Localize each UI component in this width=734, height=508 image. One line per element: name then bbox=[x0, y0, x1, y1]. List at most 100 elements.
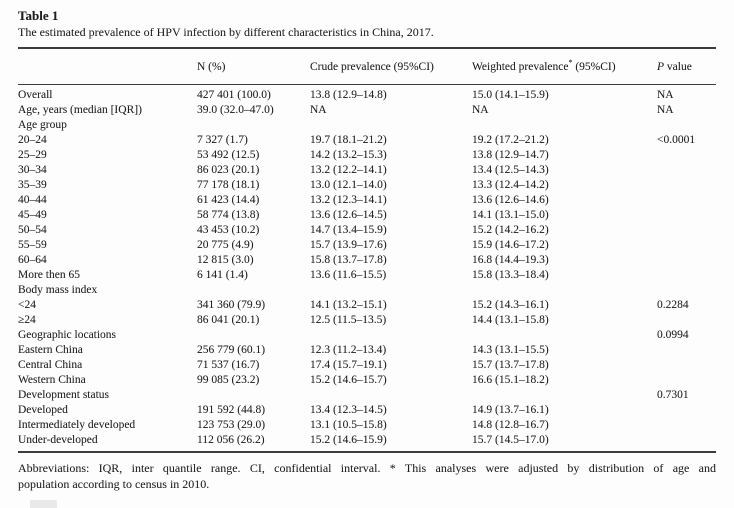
cell-weighted bbox=[472, 328, 657, 343]
cell-crude bbox=[310, 283, 472, 298]
table-row: Under-developed 112 056 (26.2) 15.2 (14.6–… bbox=[18, 433, 716, 452]
cell-label: 45–49 bbox=[18, 209, 47, 221]
cell-weighted: 13.4 (12.5–14.3) bbox=[472, 164, 549, 176]
table-row: 50–54 43 453 (10.2) 14.7 (13.4–15.9) 15.2 (… bbox=[18, 223, 716, 238]
cell-n: 7 327 (1.7) bbox=[197, 134, 248, 146]
cell-n: 427 401 (100.0) bbox=[197, 89, 271, 101]
cell-crude: 13.4 (12.3–14.5) bbox=[310, 404, 387, 416]
cell-label: Central China bbox=[18, 359, 83, 371]
cell-label: 35–39 bbox=[18, 179, 47, 191]
cell-weighted: 13.3 (12.4–14.2) bbox=[472, 179, 549, 191]
cell-label: Intermediately developed bbox=[18, 419, 136, 431]
cell-n bbox=[197, 118, 310, 133]
cell-p: <0.0001 bbox=[657, 134, 696, 146]
cell-label: 30–34 bbox=[18, 164, 47, 176]
cell-p: 0.2284 bbox=[657, 299, 689, 311]
cell-label: 20–24 bbox=[18, 134, 47, 146]
page-corner-artifact bbox=[30, 500, 57, 508]
cell-n bbox=[197, 328, 310, 343]
cell-label: Developed bbox=[18, 404, 68, 416]
cell-n: 39.0 (32.0–47.0) bbox=[197, 104, 274, 116]
cell-weighted: 14.8 (12.8–16.7) bbox=[472, 419, 549, 431]
cell-label: More then 65 bbox=[18, 269, 80, 281]
cell-p bbox=[657, 313, 716, 328]
table-row: 40–44 61 423 (14.4) 13.2 (12.3–14.1) 13.6 (… bbox=[18, 193, 716, 208]
cell-p bbox=[657, 403, 716, 418]
cell-crude: 15.2 (14.6–15.7) bbox=[310, 374, 387, 386]
table-title: Table 1 bbox=[18, 8, 59, 23]
cell-weighted: 13.8 (12.9–14.7) bbox=[472, 149, 549, 161]
header-crude-prevalence: Crude prevalence (95%CI) bbox=[310, 48, 472, 85]
cell-n bbox=[197, 283, 310, 298]
cell-p: 0.7301 bbox=[657, 389, 689, 401]
cell-n: 12 815 (3.0) bbox=[197, 254, 254, 266]
table-row: Intermediately developed 123 753 (29.0) 13… bbox=[18, 418, 716, 433]
table-block: Table 1 The estimated prevalence of HPV … bbox=[18, 8, 716, 492]
cell-label: Development status bbox=[18, 389, 110, 401]
table-row: 55–59 20 775 (4.9) 15.7 (13.9–17.6) 15.9 (1… bbox=[18, 238, 716, 253]
table-row: 60–64 12 815 (3.0) 15.8 (13.7–17.8) 16.8 (1… bbox=[18, 253, 716, 268]
cell-label: Overall bbox=[18, 89, 53, 101]
cell-n: 99 085 (23.2) bbox=[197, 374, 260, 386]
cell-p bbox=[657, 418, 716, 433]
cell-weighted: NA bbox=[472, 104, 489, 116]
cell-label: Geographic locations bbox=[18, 329, 117, 341]
table-row: More then 65 6 141 (1.4) 13.6 (11.6–15.5) 1… bbox=[18, 268, 716, 283]
table-row: 45–49 58 774 (13.8) 13.6 (12.6–14.5) 14.1 (… bbox=[18, 208, 716, 223]
cell-label: 50–54 bbox=[18, 224, 47, 236]
cell-n: 53 492 (12.5) bbox=[197, 149, 260, 161]
cell-n: 256 779 (60.1) bbox=[197, 344, 266, 356]
table-row: Overall 427 401 (100.0) 13.8 (12.9–14.8) 15… bbox=[18, 85, 716, 104]
cell-crude: 14.1 (13.2–15.1) bbox=[310, 299, 387, 311]
table-row: 30–34 86 023 (20.1) 13.2 (12.2–14.1) 13.4 (… bbox=[18, 163, 716, 178]
table-row: 25–29 53 492 (12.5) 14.2 (13.2–15.3) 13.8 (… bbox=[18, 148, 716, 163]
prevalence-table: N (%) Crude prevalence (95%CI) Weighted … bbox=[18, 47, 716, 453]
cell-crude: 17.4 (15.7–19.1) bbox=[310, 359, 387, 371]
cell-crude: 13.8 (12.9–14.8) bbox=[310, 89, 387, 101]
cell-n: 43 453 (10.2) bbox=[197, 224, 260, 236]
header-p-value: P value bbox=[657, 48, 716, 85]
cell-weighted: 14.1 (13.1–15.0) bbox=[472, 209, 549, 221]
cell-p bbox=[657, 433, 716, 452]
cell-crude: 13.2 (12.3–14.1) bbox=[310, 194, 387, 206]
cell-p bbox=[657, 223, 716, 238]
table-footnote: Abbreviations: IQR, inter quantile range… bbox=[18, 461, 716, 492]
table-row: Age, years (median [IQR]) 39.0 (32.0–47.0… bbox=[18, 103, 716, 118]
cell-n: 86 023 (20.1) bbox=[197, 164, 260, 176]
cell-weighted: 14.3 (13.1–15.5) bbox=[472, 344, 549, 356]
cell-label: Body mass index bbox=[18, 284, 98, 296]
cell-crude: 13.0 (12.1–14.0) bbox=[310, 179, 387, 191]
cell-p bbox=[657, 178, 716, 193]
cell-label: ≥24 bbox=[18, 314, 36, 326]
cell-weighted: 15.0 (14.1–15.9) bbox=[472, 89, 549, 101]
cell-weighted: 15.7 (14.5–17.0) bbox=[472, 434, 549, 446]
cell-n: 123 753 (29.0) bbox=[197, 419, 266, 431]
cell-p: NA bbox=[657, 89, 674, 101]
cell-label: <24 bbox=[18, 299, 36, 311]
table-row: <24 341 360 (79.9) 14.1 (13.2–15.1) 15.2 (1… bbox=[18, 298, 716, 313]
cell-n: 20 775 (4.9) bbox=[197, 239, 254, 251]
cell-label: Under-developed bbox=[18, 434, 98, 446]
cell-label: Western China bbox=[18, 374, 86, 386]
cell-label: Eastern China bbox=[18, 344, 83, 356]
table-row: Geographic locations 0.0994 bbox=[18, 328, 716, 343]
cell-label: 60–64 bbox=[18, 254, 47, 266]
cell-crude: 13.2 (12.2–14.1) bbox=[310, 164, 387, 176]
cell-n bbox=[197, 388, 310, 403]
cell-label: Age, years (median [IQR]) bbox=[18, 104, 142, 116]
footnote-line-1: Abbreviations: IQR, inter quantile range… bbox=[18, 461, 716, 475]
cell-weighted: 15.2 (14.3–16.1) bbox=[472, 299, 549, 311]
cell-crude: 14.7 (13.4–15.9) bbox=[310, 224, 387, 236]
cell-label: 55–59 bbox=[18, 239, 47, 251]
table-row: Developed 191 592 (44.8) 13.4 (12.3–14.5) 1… bbox=[18, 403, 716, 418]
cell-n: 112 056 (26.2) bbox=[197, 434, 265, 446]
cell-p bbox=[657, 268, 716, 283]
cell-crude: NA bbox=[310, 104, 327, 116]
cell-weighted: 14.4 (13.1–15.8) bbox=[472, 314, 549, 326]
cell-p bbox=[657, 148, 716, 163]
table-row: 20–24 7 327 (1.7) 19.7 (18.1–21.2) 19.2 (17… bbox=[18, 133, 716, 148]
cell-weighted: 13.6 (12.6–14.6) bbox=[472, 194, 549, 206]
cell-crude: 14.2 (13.2–15.3) bbox=[310, 149, 387, 161]
cell-p bbox=[657, 163, 716, 178]
cell-crude: 15.8 (13.7–17.8) bbox=[310, 254, 387, 266]
